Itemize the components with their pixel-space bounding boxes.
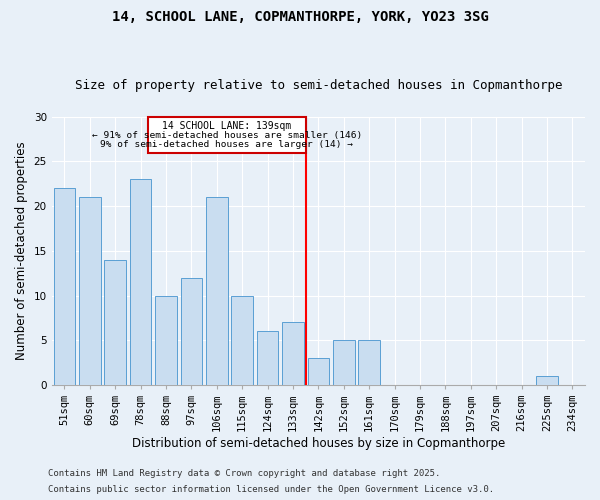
Bar xyxy=(257,332,278,385)
Bar xyxy=(232,296,253,385)
Text: ← 91% of semi-detached houses are smaller (146): ← 91% of semi-detached houses are smalle… xyxy=(92,130,362,140)
Bar xyxy=(155,296,177,385)
Bar xyxy=(333,340,355,385)
Text: Contains public sector information licensed under the Open Government Licence v3: Contains public sector information licen… xyxy=(48,485,494,494)
Bar xyxy=(358,340,380,385)
Text: 14, SCHOOL LANE, COPMANTHORPE, YORK, YO23 3SG: 14, SCHOOL LANE, COPMANTHORPE, YORK, YO2… xyxy=(112,10,488,24)
Title: Size of property relative to semi-detached houses in Copmanthorpe: Size of property relative to semi-detach… xyxy=(74,79,562,92)
Bar xyxy=(206,197,227,385)
FancyBboxPatch shape xyxy=(148,117,305,152)
Text: 14 SCHOOL LANE: 139sqm: 14 SCHOOL LANE: 139sqm xyxy=(162,121,292,131)
Text: 9% of semi-detached houses are larger (14) →: 9% of semi-detached houses are larger (1… xyxy=(100,140,353,149)
X-axis label: Distribution of semi-detached houses by size in Copmanthorpe: Distribution of semi-detached houses by … xyxy=(132,437,505,450)
Text: Contains HM Land Registry data © Crown copyright and database right 2025.: Contains HM Land Registry data © Crown c… xyxy=(48,468,440,477)
Bar xyxy=(181,278,202,385)
Y-axis label: Number of semi-detached properties: Number of semi-detached properties xyxy=(15,142,28,360)
Bar xyxy=(536,376,557,385)
Bar xyxy=(79,197,101,385)
Bar xyxy=(53,188,75,385)
Bar xyxy=(104,260,126,385)
Bar xyxy=(308,358,329,385)
Bar xyxy=(130,180,151,385)
Bar xyxy=(282,322,304,385)
